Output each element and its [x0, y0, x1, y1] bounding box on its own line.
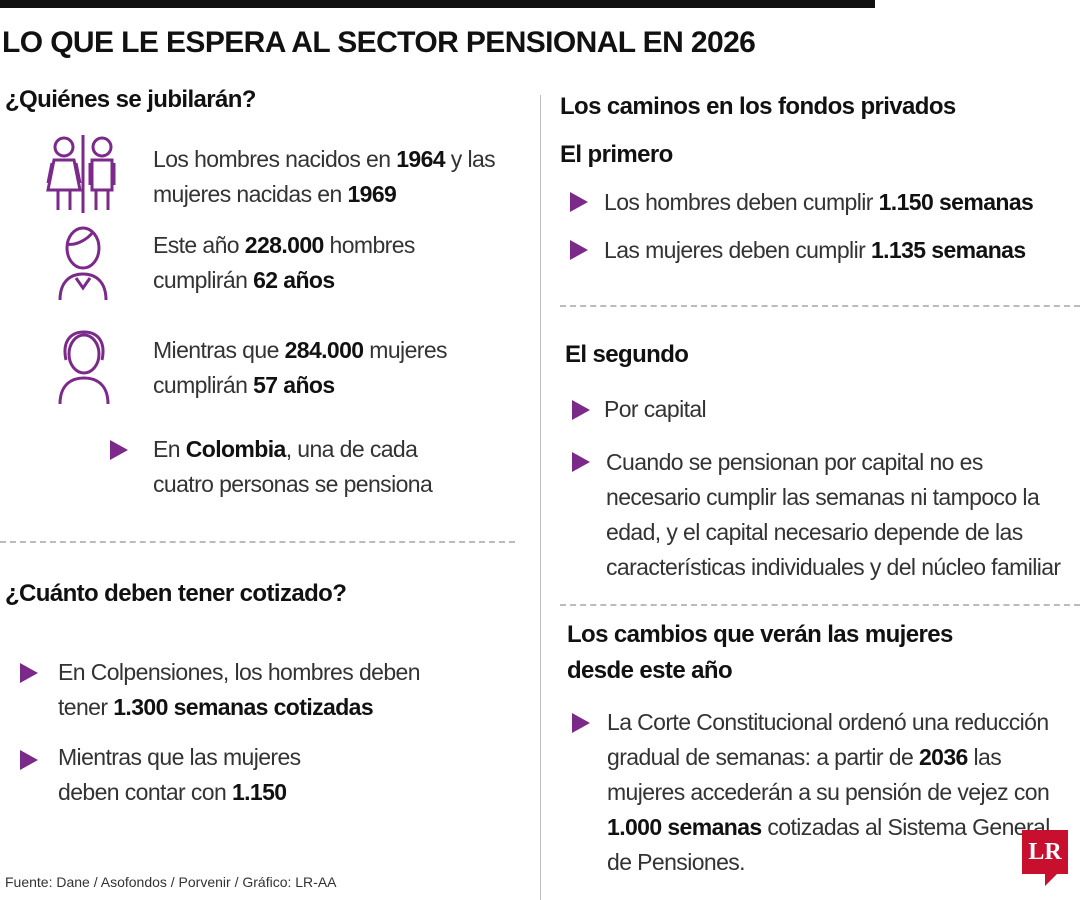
bold-text: 1.000 semanas [607, 814, 762, 840]
bold-text: 1.135 semanas [870, 237, 1026, 263]
bold-text: 1964 [396, 146, 445, 172]
paragraph: Los hombres nacidos en 1964 y las mujere… [153, 142, 498, 212]
source: Fuente: Dane / Asofondos / Porvenir / Gr… [5, 874, 337, 890]
text: Cuando se pensionan por capital no es ne… [606, 449, 1061, 580]
bullet [570, 192, 588, 212]
text: Los hombres deben cumplir [604, 189, 879, 215]
bullet [572, 713, 590, 733]
text: mujeres cumplirán [153, 337, 448, 398]
text: Mientras que [153, 337, 285, 363]
text: hombres cumplirán [153, 232, 415, 293]
paragraph: Los hombres deben cumplir 1.150 semanas [604, 185, 1080, 220]
bold-text: 284.000 [284, 337, 365, 363]
paragraph: En Colpensiones, los hombres deben tener… [58, 655, 448, 725]
text: En Colpensiones, los hombres deben tener [58, 659, 421, 720]
subheading: El segundo [565, 341, 689, 368]
logo-tail [1045, 874, 1057, 886]
heading: Los caminos en los fondos privados [560, 93, 956, 120]
bullet [20, 750, 38, 770]
text: , una de cada cuatro personas se pension… [153, 436, 433, 497]
subheading: El primero [560, 141, 673, 168]
bold-text: 228.000 [244, 232, 325, 258]
separator [0, 541, 515, 543]
bullet [572, 400, 590, 420]
man-icon [58, 226, 108, 301]
bold-text: 2036 [918, 744, 968, 770]
bold-text: 1.150 semanas [878, 189, 1034, 215]
subheading: Los cambios que verán las mujeres desde … [567, 617, 953, 689]
separator [560, 604, 1080, 606]
heading-line: desde este año [567, 657, 733, 684]
heading-line: Los cambios que verán las mujeres [567, 621, 953, 648]
text: cotizadas al Sistema General de Pensione… [607, 814, 1050, 875]
divider [540, 95, 541, 900]
woman-icon [58, 330, 110, 405]
text: Este año [153, 232, 245, 258]
bullet [20, 663, 38, 683]
paragraph: Cuando se pensionan por capital no es ne… [606, 445, 1074, 585]
heading: ¿Cuánto deben tener cotizado? [5, 580, 347, 607]
title: LO QUE LE ESPERA AL SECTOR PENSIONAL EN … [2, 26, 756, 59]
paragraph: Las mujeres deben cumplir 1.135 semanas [604, 233, 1080, 268]
paragraph: Mientras que las mujeres deben contar co… [58, 740, 348, 810]
top-bar [0, 0, 875, 8]
heading: ¿Quiénes se jubilarán? [5, 86, 256, 113]
paragraph: La Corte Constitucional ordenó una reduc… [607, 705, 1077, 880]
bold-text: 57 años [253, 372, 335, 398]
bold-text: 1969 [347, 181, 397, 207]
bullet [570, 240, 588, 260]
bold-text: 62 años [253, 267, 335, 293]
paragraph: Este año 228.000 hombres cumplirán 62 añ… [153, 228, 473, 298]
text: La Corte Constitucional ordenó una reduc… [607, 709, 1049, 770]
people-icon [46, 135, 116, 213]
text: Mientras que las mujeres deben contar co… [58, 744, 301, 805]
bold-text: Colombia [185, 436, 287, 462]
bullet [572, 452, 590, 472]
text: las mujeres accederán a su pensión de ve… [607, 744, 1050, 805]
paragraph: Mientras que 284.000 mujeres cumplirán 5… [153, 333, 453, 403]
separator [560, 305, 1080, 307]
bold-text: 1.150 [231, 779, 287, 805]
text: Por capital [604, 396, 707, 422]
logo: LR [1022, 830, 1068, 874]
paragraph: Por capital [604, 392, 1074, 427]
paragraph: En Colombia, una de cada cuatro personas… [153, 432, 453, 502]
text: y las mujeres nacidas en [153, 146, 496, 207]
text: En [153, 436, 186, 462]
bullet [110, 440, 128, 460]
text: Las mujeres deben cumplir [604, 237, 871, 263]
bold-text: 1.300 semanas cotizadas [113, 694, 374, 720]
text: Los hombres nacidos en [153, 146, 397, 172]
